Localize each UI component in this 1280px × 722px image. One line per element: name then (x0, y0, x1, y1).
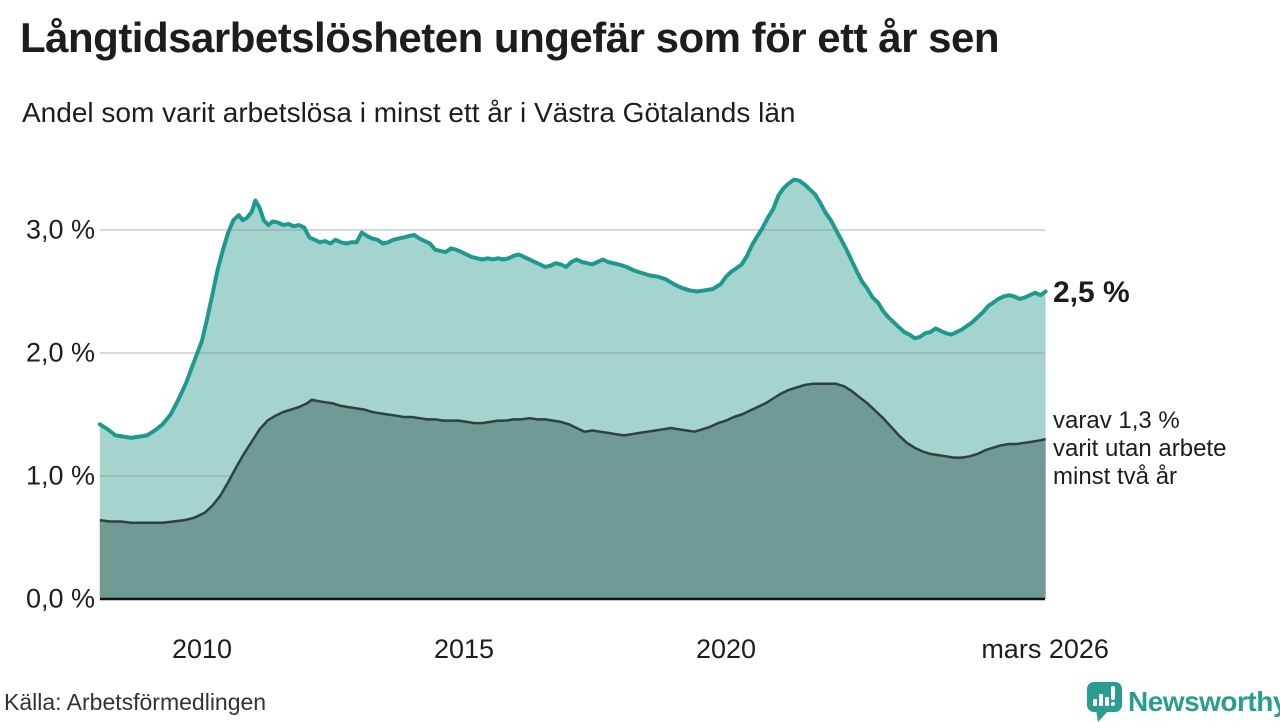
chart-subtitle: Andel som varit arbetslösa i minst ett å… (22, 97, 796, 128)
line-two-year (99, 382, 1046, 524)
two-year-note: varav 1,3 % varit utan arbete minst två … (1053, 407, 1227, 490)
x-tick-label: 2020 (695, 634, 757, 664)
x-tick-label: 2015 (433, 634, 495, 664)
source-note: Källa: Arbetsförmedlingen (4, 689, 267, 715)
page-title: Långtidsarbetslösheten ungefär som för e… (20, 14, 1000, 61)
x-tick-label: mars 2026 (981, 634, 1109, 664)
y-tick-label: 3,0 % (25, 214, 95, 245)
y-tick-label: 0,0 % (25, 583, 95, 614)
x-tick-label: 2010 (171, 634, 233, 664)
y-tick-label: 1,0 % (25, 460, 95, 491)
area-two-year (99, 383, 1046, 599)
newsworthy-logo: Newsworthy (1086, 680, 1280, 722)
newsworthy-wordmark: Newsworthy (1128, 686, 1280, 717)
gridlines (100, 229, 1045, 477)
latest-value-label: 2,5 % (1053, 276, 1130, 309)
y-tick-label: 2,0 % (25, 337, 95, 368)
newsworthy-icon (1087, 682, 1122, 722)
line-one-year (97, 177, 1048, 440)
